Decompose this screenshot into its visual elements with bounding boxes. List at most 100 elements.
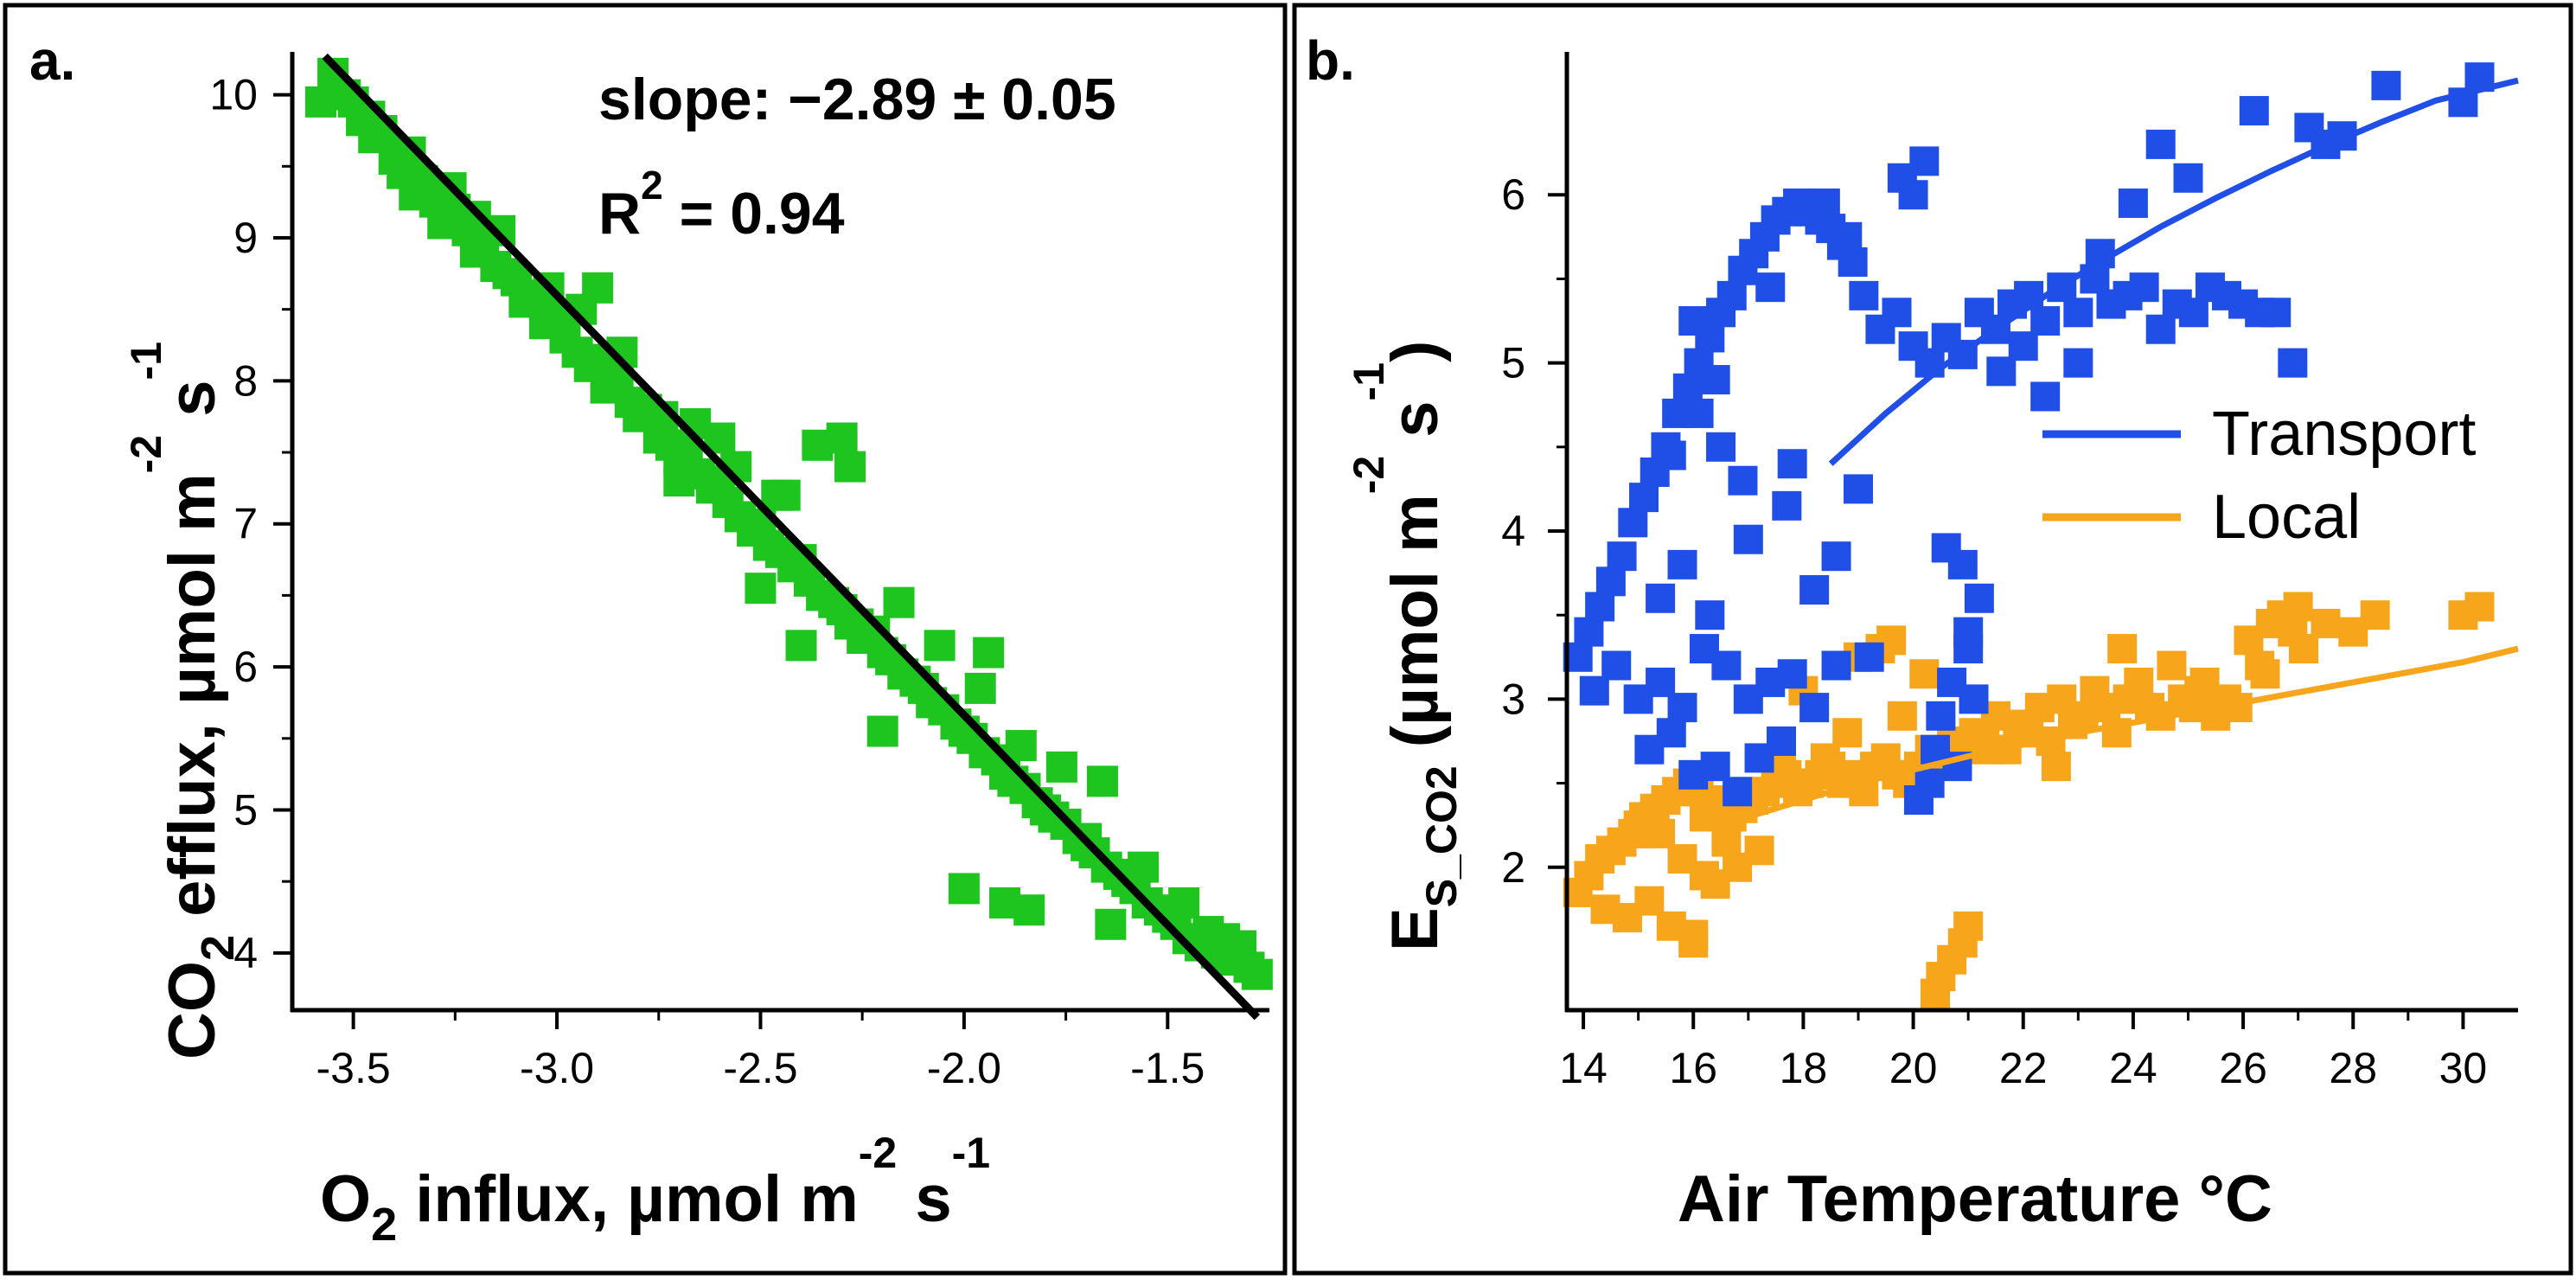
panel-b-transport-point [1579, 675, 1609, 706]
panel-a-data-point [1209, 923, 1241, 955]
panel-b-transport-point [1684, 398, 1714, 428]
panel-b-y-tick-label: 3 [1501, 675, 1525, 723]
panel-b-transport-point [1595, 566, 1626, 597]
legend-local-label: Local [2212, 483, 2361, 552]
panel-b-transport-point [2278, 348, 2308, 378]
panel-a-data-point [973, 637, 1005, 669]
panel-b-transport-point [1882, 298, 1912, 328]
panel-b-transport-point [2030, 306, 2061, 336]
panel-a-data-point [785, 630, 817, 662]
panel-b-local-point [1887, 701, 1917, 731]
panel-a-y-tick-label: 10 [209, 71, 258, 119]
panel-b-local-point [2338, 617, 2368, 647]
panel-b-x-tick-label: 30 [2439, 1044, 2488, 1092]
panel-b-local-point [1711, 827, 1742, 857]
panel-b-x-tick-label: 16 [1669, 1044, 1717, 1092]
panel-a-points [304, 57, 1273, 990]
panel-b-transport-point [1854, 642, 1884, 672]
panel-b-transport-point [1838, 246, 1868, 277]
panel-b-transport-point [1678, 306, 1709, 336]
panel-b-transport-point [1843, 474, 1873, 504]
panel-b-transport-point [1799, 693, 1830, 723]
panel-a-x-tick-label: -3.0 [520, 1044, 594, 1092]
panel-b-transport-point [2261, 298, 2292, 328]
panel-b-x-axis-label: Air Temperature °C [1678, 1162, 2272, 1236]
panel-b-transport-point [1667, 693, 1697, 723]
panel-a-label: a. [29, 29, 75, 92]
panel-b-transport-point [1959, 684, 1989, 714]
panel-b-transport-point [1914, 768, 1945, 798]
panel-b-transport-point [1706, 432, 1736, 462]
panel-b-transport-point [1986, 356, 2017, 387]
panel-b-local-point [1909, 659, 1940, 689]
panel-b-transport-point [2145, 129, 2176, 159]
panel-b-transport-point [1926, 701, 1956, 731]
panel-a-data-point [663, 465, 695, 497]
panel-b-axes: 14 16 18 20 22 24 26 28 30 2 3 4 5 6 [1501, 52, 2518, 1092]
panel-a-y-axis-label: CO2 efflux, µmol m-2 s-1 [122, 342, 244, 1059]
panel-b-x-tick-label: 20 [1889, 1044, 1938, 1092]
panel-a-x-tick-label: -1.5 [1130, 1044, 1205, 1092]
panel-b-transport-point [2008, 331, 2038, 362]
panel-b-y-tick-label: 6 [1501, 170, 1525, 219]
panel-b-local-point [2289, 634, 2319, 664]
panel-b-x-tick-label: 24 [2109, 1044, 2157, 1092]
panel-b-transport-point [1810, 188, 1840, 218]
panel-b-transport-point [2118, 188, 2148, 218]
panel-b-local-point [1689, 802, 1719, 832]
panel-a-y-tick-label: 5 [233, 785, 258, 834]
panel-b-transport-point [2178, 298, 2208, 328]
panel-b-transport-point [1667, 549, 1697, 579]
panel-a-data-point [769, 479, 801, 511]
panel-b-transport-point [1607, 541, 1637, 572]
panel-b-local-point [1744, 835, 1774, 866]
panel-a-x-tick-label: -2.5 [723, 1044, 797, 1092]
panel-b-transport-point [1909, 146, 1940, 176]
panel-b-transport-point [1931, 533, 1961, 563]
panel-b-transport-point [1821, 541, 1851, 572]
panel-a-x-tick-label: -2.0 [927, 1044, 1001, 1092]
panel-b-local-point [1689, 861, 1719, 891]
panel-a-data-point [948, 873, 980, 905]
panel-a-data-point [964, 672, 996, 704]
panel-b-x-tick-label: 22 [1999, 1044, 2048, 1092]
panel-a-data-point [1086, 765, 1118, 797]
panel-b-transport-point [1585, 592, 1615, 622]
panel-b-transport-point [1723, 777, 1753, 807]
panel-a-axes: -3.5 -3.0 -2.5 -2.0 -1.5 4 5 6 7 8 9 10 [209, 52, 1269, 1092]
panel-b-transport-point [1716, 280, 1747, 310]
panel-b-frame [1292, 3, 2573, 1276]
panel-b-local-point [2041, 752, 2071, 782]
panel-a: a. -3.5 -3.0 -2.5 -2.0 -1.5 4 5 6 7 8 9 10 slope: −… [29, 29, 1273, 1251]
panel-b-y-axis-label: ES_CO2 (µmol m-2 s-1) [1345, 341, 1466, 951]
panel-b-transport-point [2371, 70, 2401, 100]
panel-b-transport-point [2063, 298, 2093, 328]
panel-a-data-point [866, 715, 898, 747]
panel-a-data-point [826, 422, 858, 454]
panel-b-transport-point [1695, 600, 1725, 630]
panel-b-y-tick-label: 4 [1501, 507, 1525, 555]
panel-a-x-tick-label: -3.5 [316, 1044, 391, 1092]
panel-b-x-tick-label: 14 [1559, 1044, 1608, 1092]
panel-b-local-point [2464, 592, 2495, 622]
panel-b-local-fit-curve [1747, 645, 2519, 820]
panel-b-transport-point [1777, 449, 1807, 479]
panel-b-transport-point [1672, 373, 1703, 403]
panel-a-y-tick-label: 6 [233, 643, 258, 691]
panel-a-data-point [1005, 730, 1037, 762]
panel-b-transport-point [1766, 726, 1796, 756]
panel-b-local-point [2124, 667, 2154, 697]
panel-b-transport-point [1574, 617, 1604, 647]
panel-b-transport-point [1700, 752, 1730, 782]
panel-a-r2-annotation: R2 = 0.94 [598, 163, 845, 246]
panel-a-y-tick-label: 9 [233, 214, 258, 262]
panel-a-data-point [1168, 886, 1200, 918]
panel-b-local-point [2184, 675, 2215, 706]
panel-a-y-tick-label: 7 [233, 500, 258, 548]
panel-a-y-tick-label: 4 [233, 929, 258, 977]
panel-b-local-point [1646, 818, 1676, 848]
panel-a-data-point [304, 86, 336, 118]
panel-b-transport-point [1646, 583, 1676, 613]
panel-b-x-tick-label: 28 [2329, 1044, 2377, 1092]
